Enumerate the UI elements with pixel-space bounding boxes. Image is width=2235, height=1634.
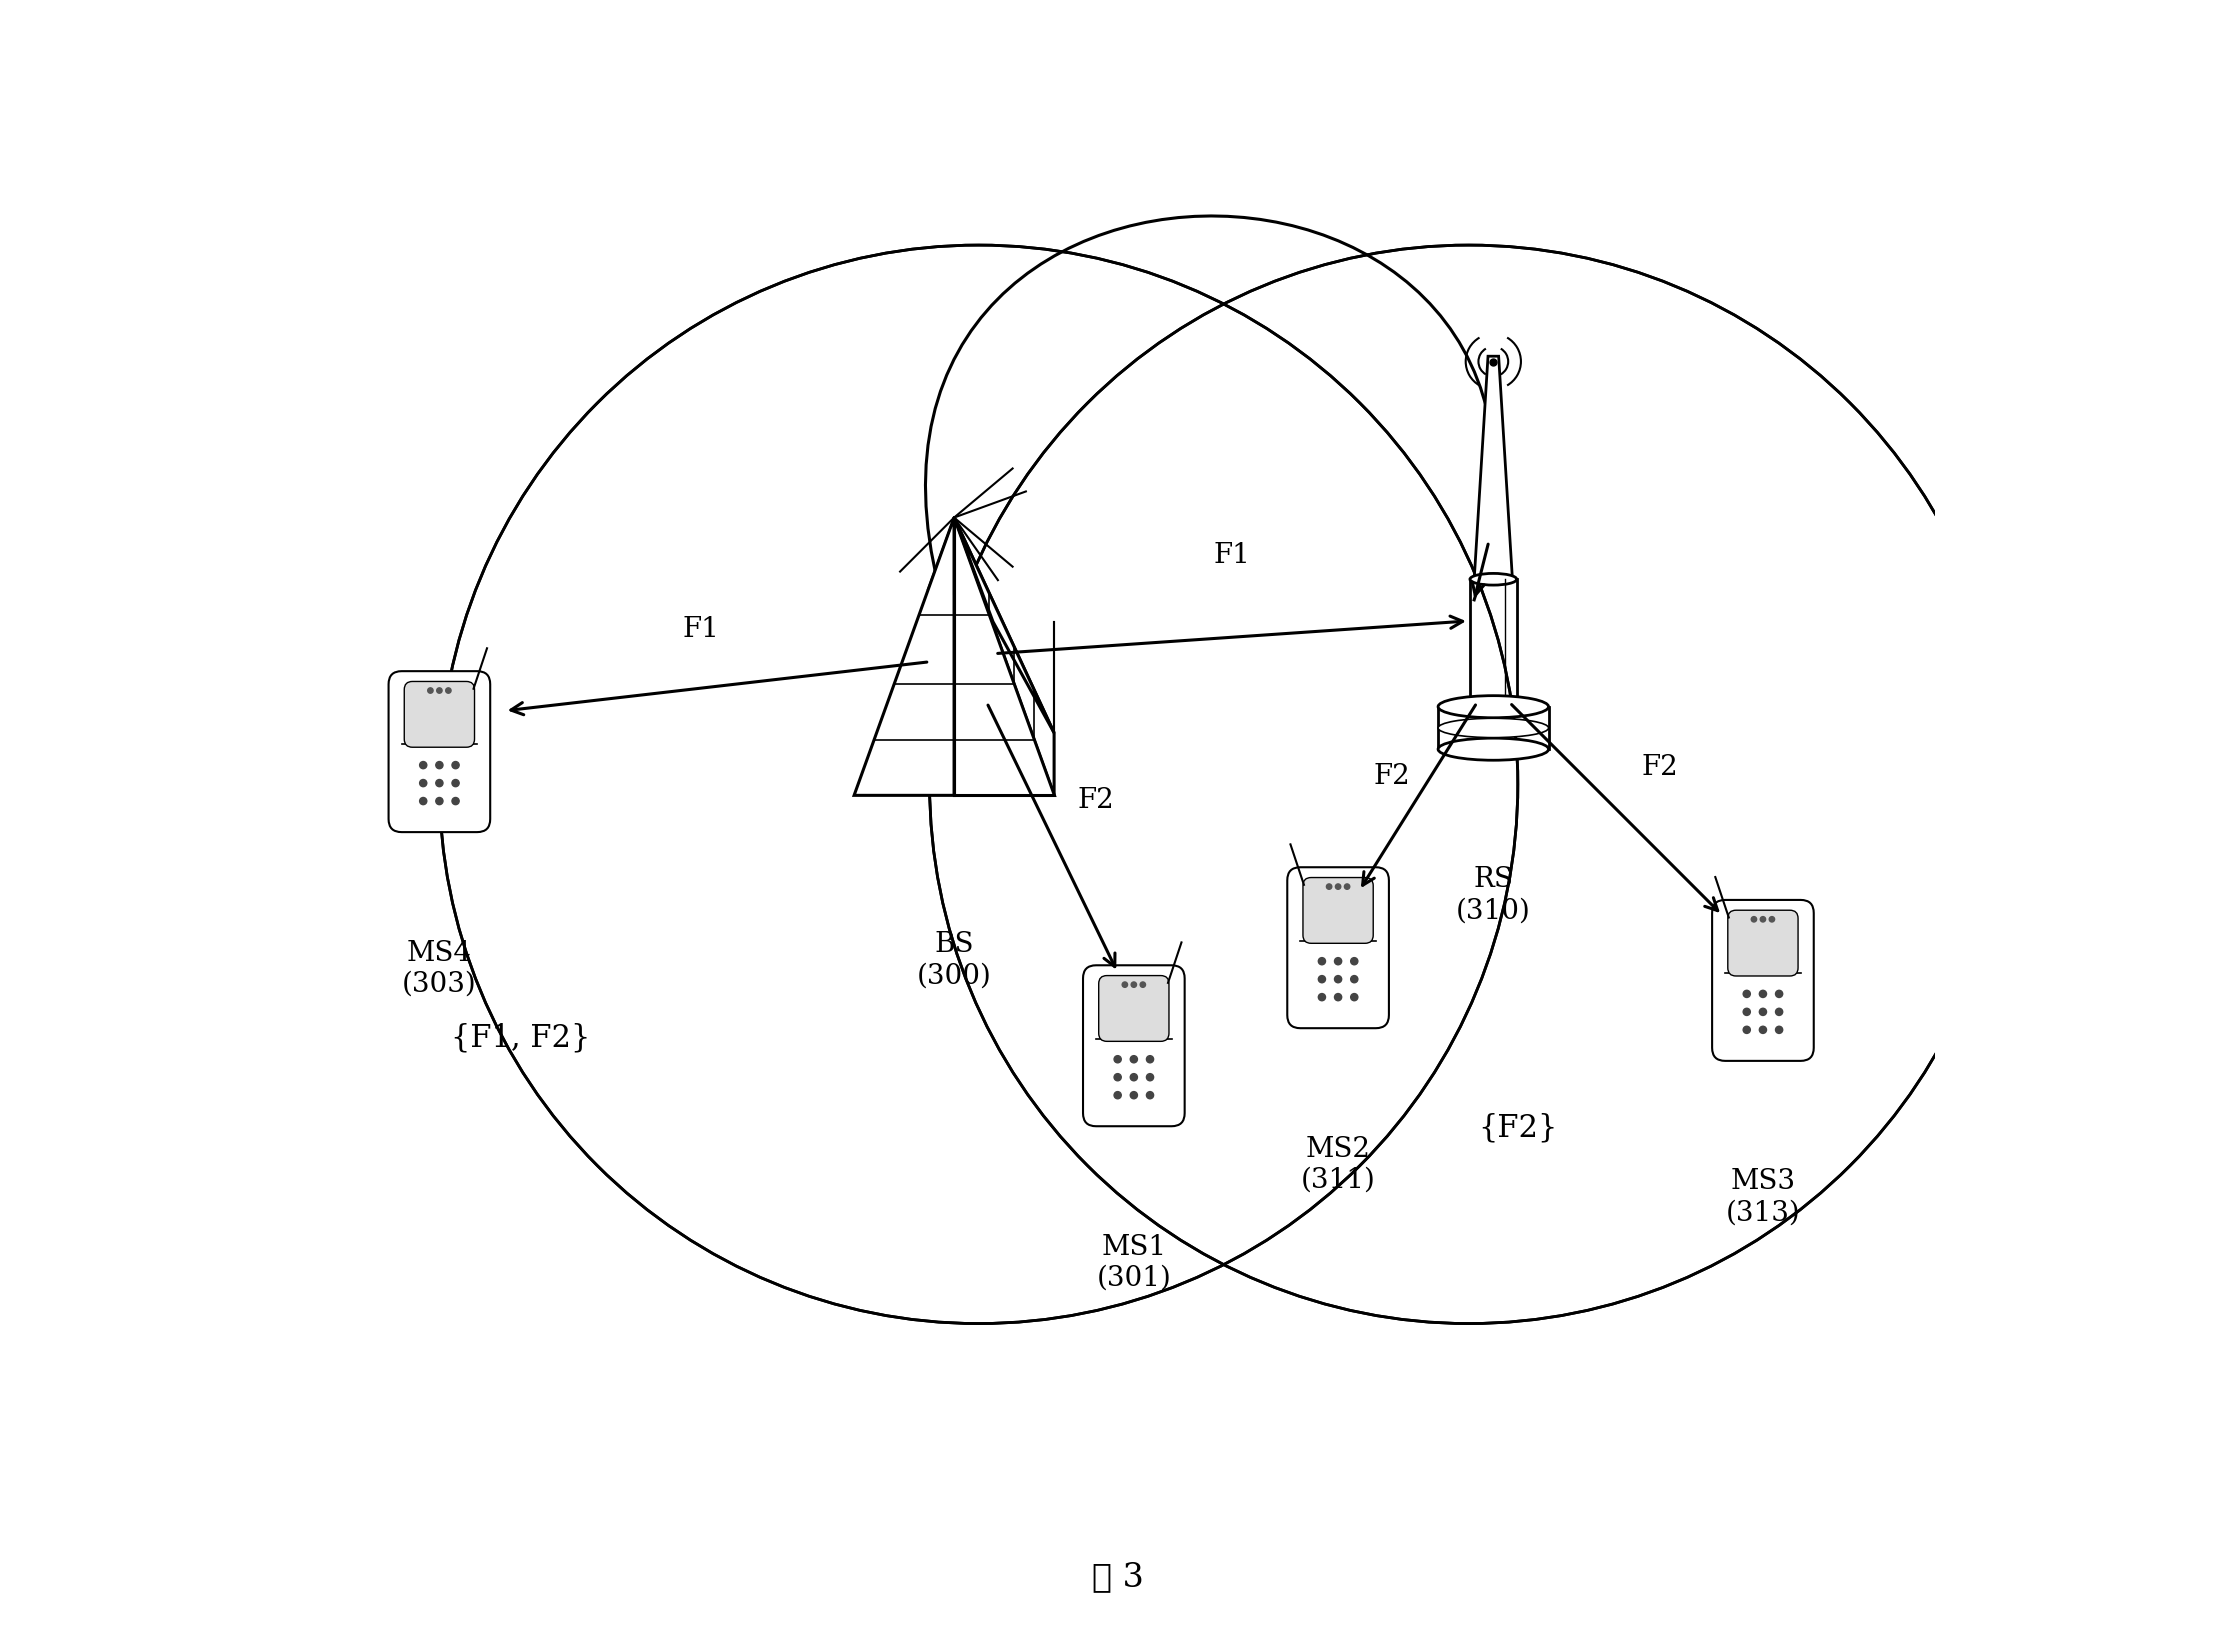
Polygon shape [954, 518, 1055, 796]
Circle shape [1743, 1026, 1750, 1033]
Circle shape [436, 779, 443, 786]
Circle shape [1761, 917, 1766, 922]
FancyBboxPatch shape [405, 681, 474, 747]
Circle shape [451, 779, 458, 786]
Text: 图 3: 图 3 [1091, 1560, 1144, 1593]
Circle shape [1147, 1092, 1153, 1098]
Circle shape [1775, 990, 1784, 997]
Circle shape [1113, 1074, 1122, 1080]
FancyBboxPatch shape [1303, 877, 1372, 943]
Text: F2: F2 [1643, 755, 1678, 781]
Circle shape [427, 688, 434, 693]
Circle shape [1147, 1056, 1153, 1062]
Circle shape [1334, 884, 1341, 889]
Text: MS1
(301): MS1 (301) [1097, 1234, 1171, 1292]
Circle shape [1140, 982, 1147, 987]
Circle shape [420, 761, 427, 768]
Circle shape [1350, 975, 1359, 982]
Circle shape [445, 688, 451, 693]
Circle shape [420, 779, 427, 786]
Circle shape [1759, 990, 1766, 997]
Circle shape [1350, 958, 1359, 964]
FancyBboxPatch shape [1084, 966, 1185, 1126]
Circle shape [1113, 1092, 1122, 1098]
Circle shape [1122, 982, 1126, 987]
Ellipse shape [1437, 696, 1549, 717]
Circle shape [1759, 1008, 1766, 1015]
Circle shape [1743, 990, 1750, 997]
Circle shape [1350, 993, 1359, 1000]
Circle shape [451, 761, 458, 768]
Text: MS4
(303): MS4 (303) [402, 940, 476, 998]
Polygon shape [954, 518, 1055, 732]
Circle shape [420, 797, 427, 804]
FancyBboxPatch shape [1728, 910, 1799, 975]
Circle shape [1147, 1074, 1153, 1080]
Ellipse shape [1471, 574, 1518, 585]
Text: F1: F1 [1214, 542, 1249, 569]
Circle shape [1319, 993, 1325, 1000]
Text: {F2}: {F2} [1477, 1113, 1558, 1142]
Circle shape [436, 761, 443, 768]
FancyBboxPatch shape [1100, 975, 1169, 1041]
Circle shape [1759, 1026, 1766, 1033]
Text: MS3
(313): MS3 (313) [1725, 1168, 1801, 1227]
Text: RS
(310): RS (310) [1455, 866, 1531, 925]
FancyBboxPatch shape [1287, 868, 1388, 1028]
Circle shape [1345, 884, 1350, 889]
Circle shape [1334, 958, 1341, 964]
Circle shape [1131, 1056, 1138, 1062]
Text: BS
(300): BS (300) [916, 931, 992, 990]
Ellipse shape [1437, 719, 1549, 737]
Text: F2: F2 [1077, 788, 1115, 814]
Circle shape [1334, 975, 1341, 982]
Text: {F1, F2}: {F1, F2} [451, 1023, 590, 1052]
Circle shape [1752, 917, 1757, 922]
Circle shape [1743, 1008, 1750, 1015]
Circle shape [1131, 982, 1138, 987]
Circle shape [1319, 975, 1325, 982]
Circle shape [436, 797, 443, 804]
Text: MS2
(311): MS2 (311) [1301, 1136, 1375, 1194]
Polygon shape [854, 518, 954, 796]
Circle shape [1131, 1074, 1138, 1080]
FancyBboxPatch shape [1712, 900, 1815, 1060]
Circle shape [1131, 1092, 1138, 1098]
Polygon shape [1475, 356, 1513, 580]
FancyBboxPatch shape [389, 672, 489, 832]
Ellipse shape [1437, 739, 1549, 760]
Circle shape [1775, 1026, 1784, 1033]
Circle shape [1325, 884, 1332, 889]
Circle shape [1113, 1056, 1122, 1062]
Circle shape [451, 797, 458, 804]
Circle shape [1775, 1008, 1784, 1015]
Circle shape [1334, 993, 1341, 1000]
Text: F2: F2 [1375, 763, 1410, 789]
Circle shape [1770, 917, 1775, 922]
Text: F1: F1 [682, 616, 720, 642]
Circle shape [1319, 958, 1325, 964]
Circle shape [436, 688, 443, 693]
Polygon shape [954, 518, 1055, 796]
